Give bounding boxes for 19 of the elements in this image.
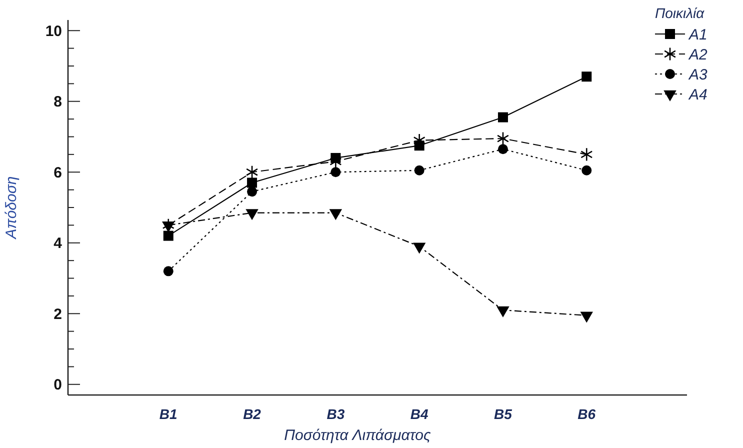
- x-tick-label: B5: [494, 406, 512, 422]
- legend-label: A3: [688, 66, 708, 84]
- y-tick-label: 6: [54, 164, 62, 182]
- y-tick-label: 0: [54, 376, 62, 394]
- x-tick-label: B1: [159, 406, 178, 422]
- y-tick-label: 4: [54, 235, 63, 252]
- x-tick-label: B6: [578, 406, 596, 422]
- x-tick-label: B2: [243, 406, 262, 422]
- legend-title: Ποικιλία: [655, 5, 706, 21]
- legend-label: A4: [688, 86, 708, 104]
- y-tick-label: 2: [54, 306, 62, 323]
- y-axis-title: Απόδοση: [3, 176, 20, 240]
- x-axis-title: Ποσότητα Λιπάσματος: [284, 427, 432, 444]
- x-tick-label: B3: [326, 406, 345, 422]
- y-tick-label: 10: [45, 22, 62, 40]
- x-tick-label: B4: [410, 406, 428, 422]
- y-tick-label: 8: [54, 94, 62, 111]
- legend-label: A2: [688, 46, 708, 64]
- legend-label: A1: [688, 26, 708, 44]
